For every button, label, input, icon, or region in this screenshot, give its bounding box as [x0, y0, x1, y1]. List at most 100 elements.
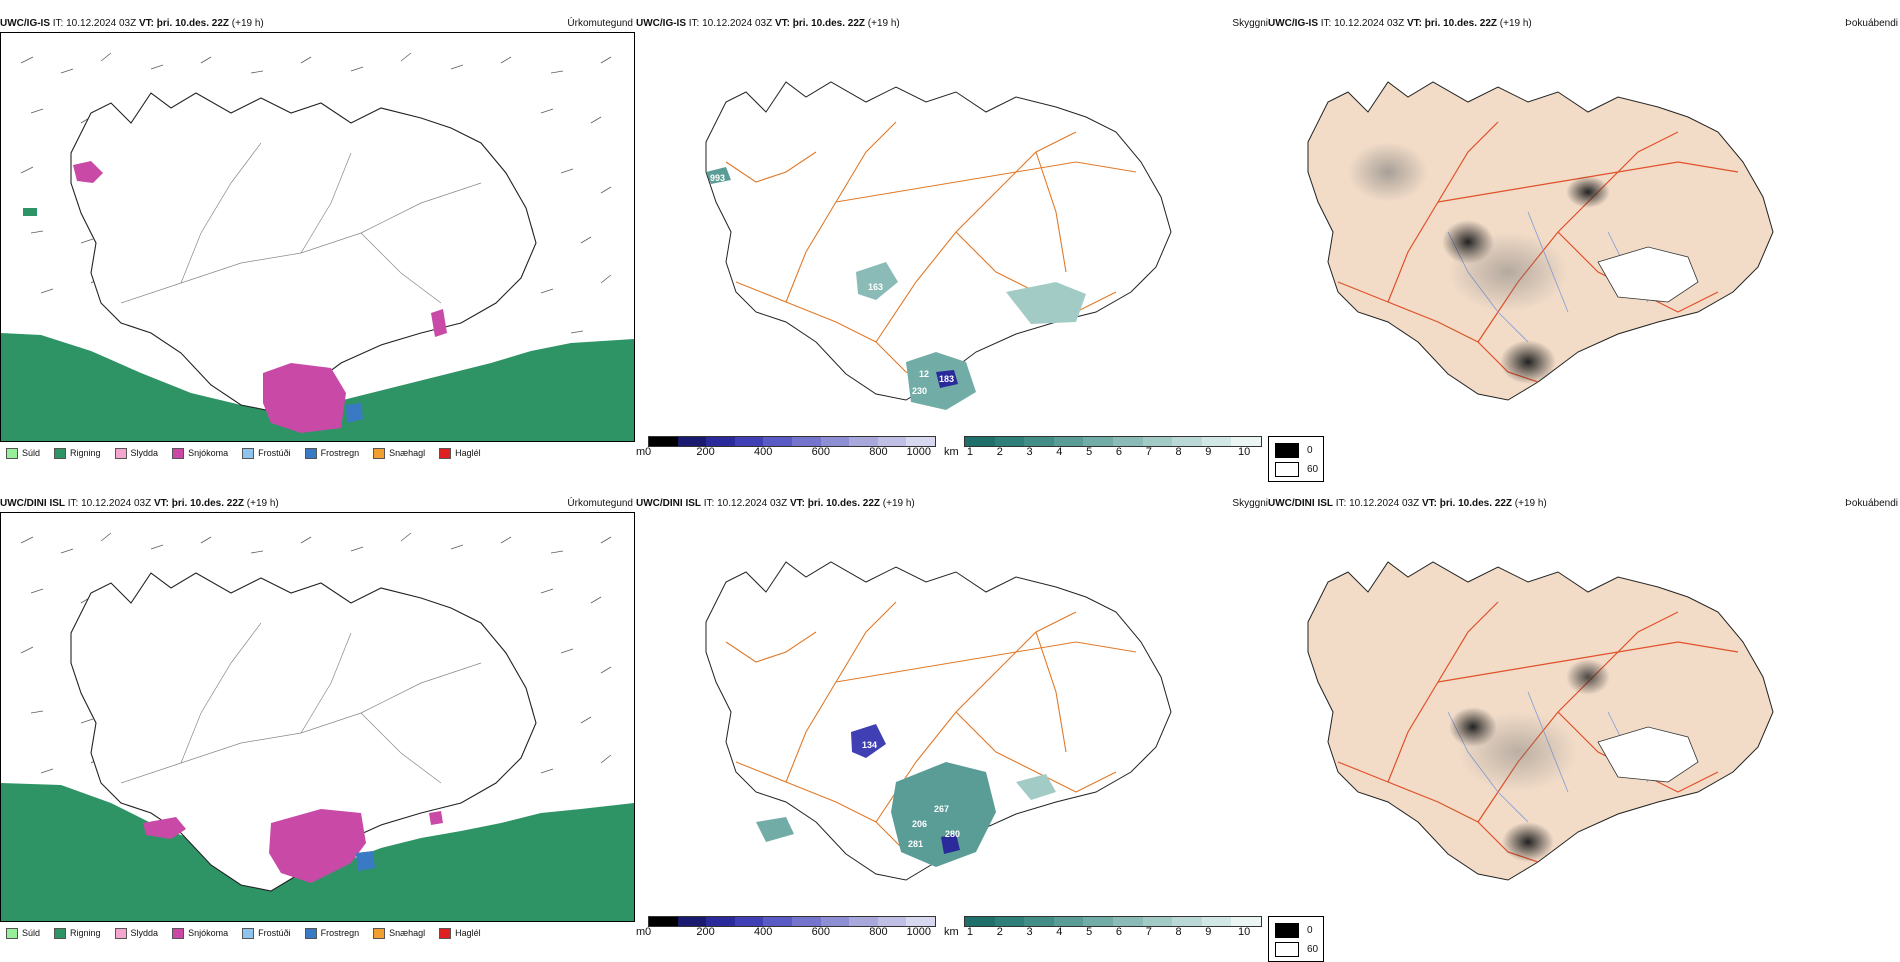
legend-label: Haglél: [455, 448, 481, 458]
panel-fog-row2: UWC/DINI ISL IT: 10.12.2024 03Z VT: þri.…: [1268, 496, 1900, 944]
model-name: UWC/IG-IS: [1268, 18, 1318, 29]
it-label: IT:: [704, 498, 715, 509]
panel-title: Úrkomutegund: [567, 496, 633, 512]
visibility-map: 993 163 12 230 183 70: [636, 32, 1268, 450]
vis-value-label: 267: [934, 804, 949, 814]
valid-time: þri. 10.des. 22Z: [808, 498, 880, 509]
fog-legend-label: 0: [1307, 925, 1313, 936]
panel-precip-row2: UWC/DINI ISL IT: 10.12.2024 03Z VT: þri.…: [0, 496, 635, 944]
tick-label: 800: [869, 926, 887, 938]
legend-swatch: [115, 448, 127, 459]
tick-label: 7: [1146, 446, 1152, 458]
legend-item: Frostregn: [305, 448, 360, 459]
fog-patch-north: [1566, 659, 1610, 695]
tick-label: 0: [645, 446, 651, 458]
vis-value-label: 206: [912, 819, 927, 829]
legend-item: Súld: [6, 928, 40, 939]
legend-label: Frostregn: [321, 448, 360, 458]
legend-label: Haglél: [455, 928, 481, 938]
fog-haze-central: [1448, 232, 1568, 312]
tick-label: 200: [696, 446, 714, 458]
fog-legend-label: 60: [1307, 464, 1318, 475]
legend-swatch: [6, 928, 18, 939]
fog-haze-central: [1458, 712, 1578, 792]
legend-swatch: [54, 928, 66, 939]
init-time: 10.12.2024 03Z: [717, 498, 787, 509]
lead-time: (+19 h): [883, 498, 915, 509]
panel-title: Úrkomutegund: [567, 16, 633, 32]
panel-visibility-row2: UWC/DINI ISL IT: 10.12.2024 03Z VT: þri.…: [636, 496, 1268, 944]
panel-visibility-row1: UWC/IG-IS IT: 10.12.2024 03Z VT: þri. 10…: [636, 16, 1268, 464]
panel-header: UWC/IG-IS IT: 10.12.2024 03Z VT: þri. 10…: [1268, 16, 1900, 32]
tick-label: 9: [1205, 446, 1211, 458]
panel-header: UWC/IG-IS IT: 10.12.2024 03Z VT: þri. 10…: [636, 16, 1268, 32]
visibility-colorbar: km 1 2 3 4 5 6 7 8 9 10: [944, 436, 1262, 466]
legend-item: Snjókoma: [172, 448, 228, 459]
tick-label: 10: [1238, 926, 1250, 938]
tick-label: 5: [1086, 926, 1092, 938]
visibility-colorbar: km 1 2 3 4 5 6 7 8 9 10: [944, 916, 1262, 946]
precip-legend: Súld Rigning Slydda Snjókoma Frostúði Fr…: [0, 441, 635, 464]
legend-label: Súld: [22, 928, 40, 938]
colorbar-unit: km: [944, 446, 959, 458]
legend-item: Slydda: [115, 928, 159, 939]
legend-item: Frostúði: [242, 448, 291, 459]
tick-label: 400: [754, 926, 772, 938]
vis-value-label: 230: [912, 386, 927, 396]
fog-patch-north: [1566, 176, 1610, 208]
panel-header: UWC/IG-IS IT: 10.12.2024 03Z VT: þri. 10…: [0, 16, 635, 32]
fog-patch-south: [1502, 822, 1554, 862]
valid-time: þri. 10.des. 22Z: [1440, 498, 1512, 509]
vis-value-label: 993: [710, 173, 725, 183]
tick-label: 600: [812, 446, 830, 458]
vis-value-label: 281: [908, 839, 923, 849]
vis-value-label: 12: [919, 369, 929, 379]
tick-label: 6: [1116, 446, 1122, 458]
snow-area-east: [429, 811, 443, 825]
legend-swatch: [172, 928, 184, 939]
panel-header: UWC/DINI ISL IT: 10.12.2024 03Z VT: þri.…: [636, 496, 1268, 512]
panel-title: Skyggni: [1232, 16, 1268, 32]
fog-legend-swatch: [1275, 923, 1299, 938]
legend-label: Súld: [22, 448, 40, 458]
tick-label: 1000: [906, 446, 930, 458]
fog-legend-row: 0: [1275, 923, 1313, 938]
fog-patch-south: [1500, 340, 1556, 384]
model-name: UWC/DINI ISL: [1268, 498, 1333, 509]
panel-title: Þokuábendi: [1845, 16, 1898, 32]
vis-value-label: 183: [939, 374, 954, 384]
legend-swatch: [373, 448, 385, 459]
tick-label: 1: [967, 446, 973, 458]
precip-legend: Súld Rigning Slydda Snjókoma Frostúði Fr…: [0, 921, 635, 944]
legend-item: Frostregn: [305, 928, 360, 939]
lead-time: (+19 h): [1500, 18, 1532, 29]
legend-label: Snjókoma: [188, 448, 228, 458]
legend-item: Rigning: [54, 448, 101, 459]
panel-precip-row1: UWC/IG-IS IT: 10.12.2024 03Z VT: þri. 10…: [0, 16, 635, 464]
colorbar-unit: m: [636, 926, 645, 938]
legend-item: Haglél: [439, 928, 481, 939]
tick-label: 0: [645, 926, 651, 938]
init-time: 10.12.2024 03Z: [1334, 18, 1404, 29]
fog-legend-row: 60: [1275, 462, 1318, 477]
vt-label: VT:: [154, 498, 169, 509]
iceland-outline: [706, 82, 1171, 400]
colorbar-strip: [964, 916, 1262, 927]
legend-swatch: [242, 928, 254, 939]
tick-label: 4: [1056, 926, 1062, 938]
vt-label: VT:: [790, 498, 805, 509]
legend-swatch: [54, 448, 66, 459]
legend-label: Snæhagl: [389, 928, 425, 938]
visibility-map: 134 267 206 280 281: [636, 512, 1268, 930]
model-name: UWC/IG-IS: [636, 18, 686, 29]
panel-title: Skyggni: [1232, 496, 1268, 512]
freezing-rain-area: [356, 851, 375, 871]
vt-label: VT:: [1407, 18, 1422, 29]
legend-label: Slydda: [131, 928, 159, 938]
vt-label: VT:: [139, 18, 154, 29]
tick-label: 400: [754, 446, 772, 458]
tick-label: 9: [1205, 926, 1211, 938]
legend-swatch: [305, 928, 317, 939]
legend-label: Snjókoma: [188, 928, 228, 938]
precip-map-frame: [0, 512, 635, 944]
